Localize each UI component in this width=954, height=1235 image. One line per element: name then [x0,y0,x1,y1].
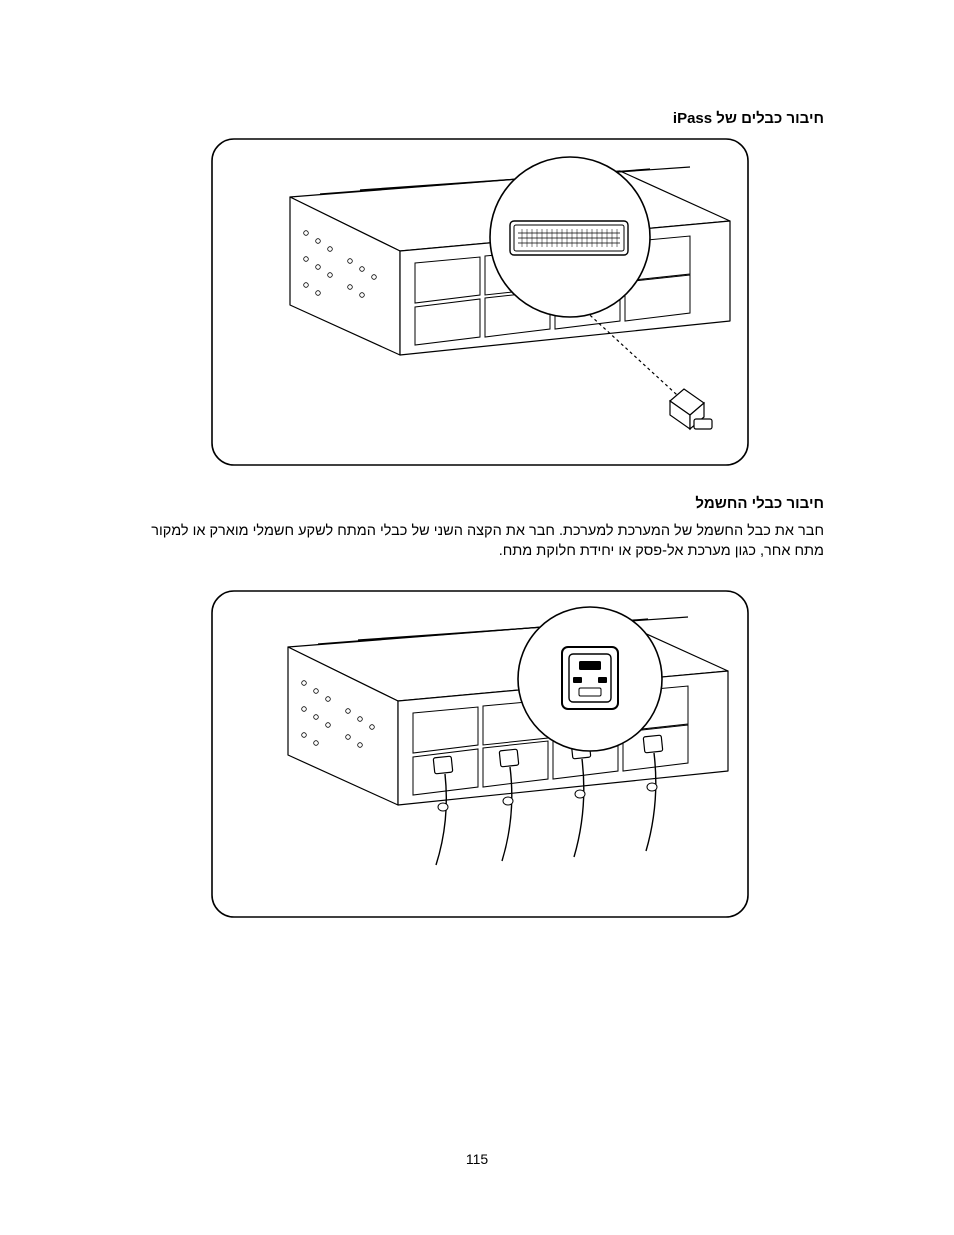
heading-power-cables: חיבור כבלי החשמל [135,495,824,512]
document-page: חיבור כבלים של iPass [0,0,954,1235]
body-power-cables: חבר את כבל החשמל של המערכת למערכת. חבר א… [135,522,824,561]
figure-ipass-connection [135,137,824,467]
figure-power-connection [135,589,824,919]
page-number: 115 [0,1151,954,1167]
heading-ipass-cables: חיבור כבלים של iPass [135,110,824,127]
